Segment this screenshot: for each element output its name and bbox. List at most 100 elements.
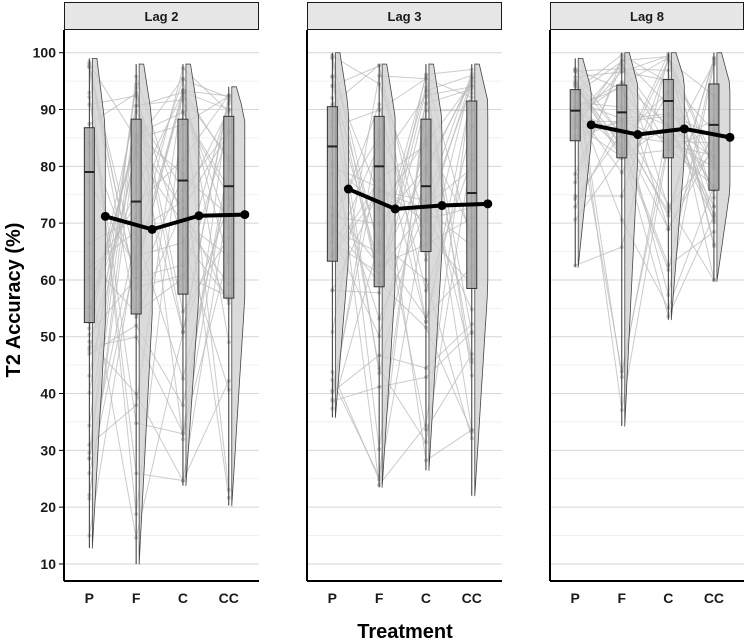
half-violin [716,52,731,283]
y-tick-label: 30 [40,442,56,458]
participant-line [88,66,230,264]
mean-point-F [147,224,157,234]
participant-line [331,209,473,482]
participant-line [88,90,230,490]
y-tick-label: 100 [33,45,57,61]
participant-line [574,55,715,161]
participant-line [331,68,472,284]
participant-line [331,55,472,283]
half-violin [624,52,639,428]
participant-line [331,77,473,432]
mean-point-CC [240,210,250,220]
mean-point-CC [725,132,735,142]
x-tick-label: P [85,590,94,606]
x-tick-label: CC [704,590,724,606]
participant-line [331,137,473,430]
mean-point-F [633,130,643,140]
panel-strip-box [307,2,502,30]
participant-line [331,241,473,439]
mean-point-C [679,124,689,134]
x-tick-label: C [421,590,431,606]
participant-line [88,100,230,336]
participant-line [88,67,230,515]
x-tick-label: F [132,590,141,606]
mean-line [590,122,731,140]
half-violin [577,57,592,269]
box-iqr [223,115,235,299]
participant-line [575,101,715,136]
participant-traces [573,51,716,413]
violin-CC [223,86,246,507]
participant-line [331,74,473,247]
participant-line [332,87,473,334]
participant-line [574,56,715,168]
participant-line [574,57,715,214]
participant-line [575,86,715,231]
y-tick-label: 20 [40,499,56,515]
half-violin [138,63,153,565]
panel-strip: Lag 3 [307,2,502,30]
participant-line [332,77,473,376]
mean-point-C [437,201,447,211]
participant-line [88,87,230,393]
participant-line [88,63,230,140]
violin-CC [466,63,489,497]
panel-title: Lag 2 [145,9,179,24]
participant-line [574,128,715,220]
participant-line [88,67,230,536]
mean-point-P [100,211,110,221]
panel-title: Lag 3 [388,9,422,24]
participant-line [331,105,473,444]
mean-line [347,187,488,211]
y-axis: 10 20 30 40 50 60 70 80 90 100 [33,45,64,572]
participant-line [88,91,229,323]
participant-line [331,86,472,391]
participant-line [574,124,715,207]
mean-line [104,212,245,232]
box-iqr [708,83,720,191]
box-iqr [177,118,189,295]
x-tick-label: P [328,590,337,606]
x-axis-title: Treatment [357,621,453,643]
participant-line [574,106,714,372]
mean-point-P [586,120,596,130]
participant-line [88,153,230,351]
violin-P [569,57,592,269]
half-violin [474,63,489,497]
panel-strip: Lag 2 [64,2,259,30]
panel-strip-box [64,2,259,30]
y-tick-label: 80 [40,158,56,174]
violin-C [420,63,443,471]
mean-point-F [390,204,400,214]
participant-line [88,92,230,482]
participant-line [88,109,230,499]
participant-line [575,68,715,280]
x-tick-label: C [663,590,673,606]
half-violin [334,52,349,418]
panel-strip-box [550,2,744,30]
participant-line [89,78,229,244]
x-tick-label: CC [462,590,482,606]
participant-line [88,341,230,482]
y-axis-title: T2 Accuracy (%) [3,223,25,378]
participant-line [88,96,230,435]
violin-P [326,52,349,418]
participant-line [332,65,473,260]
half-violin [185,63,200,487]
participant-line [331,57,472,450]
panel-lag-2: Lag 2P F C CC [63,2,259,606]
participant-line [332,331,473,402]
participant-line [332,323,473,393]
box-iqr [616,84,628,159]
participant-line [331,75,473,433]
y-tick-label: 10 [40,556,56,572]
x-tick-label: C [178,590,188,606]
participant-line [89,90,229,446]
participant-line [332,168,473,274]
y-tick-label: 70 [40,215,56,231]
box-iqr [326,106,338,262]
half-violin [670,52,685,321]
participant-line [331,85,473,487]
